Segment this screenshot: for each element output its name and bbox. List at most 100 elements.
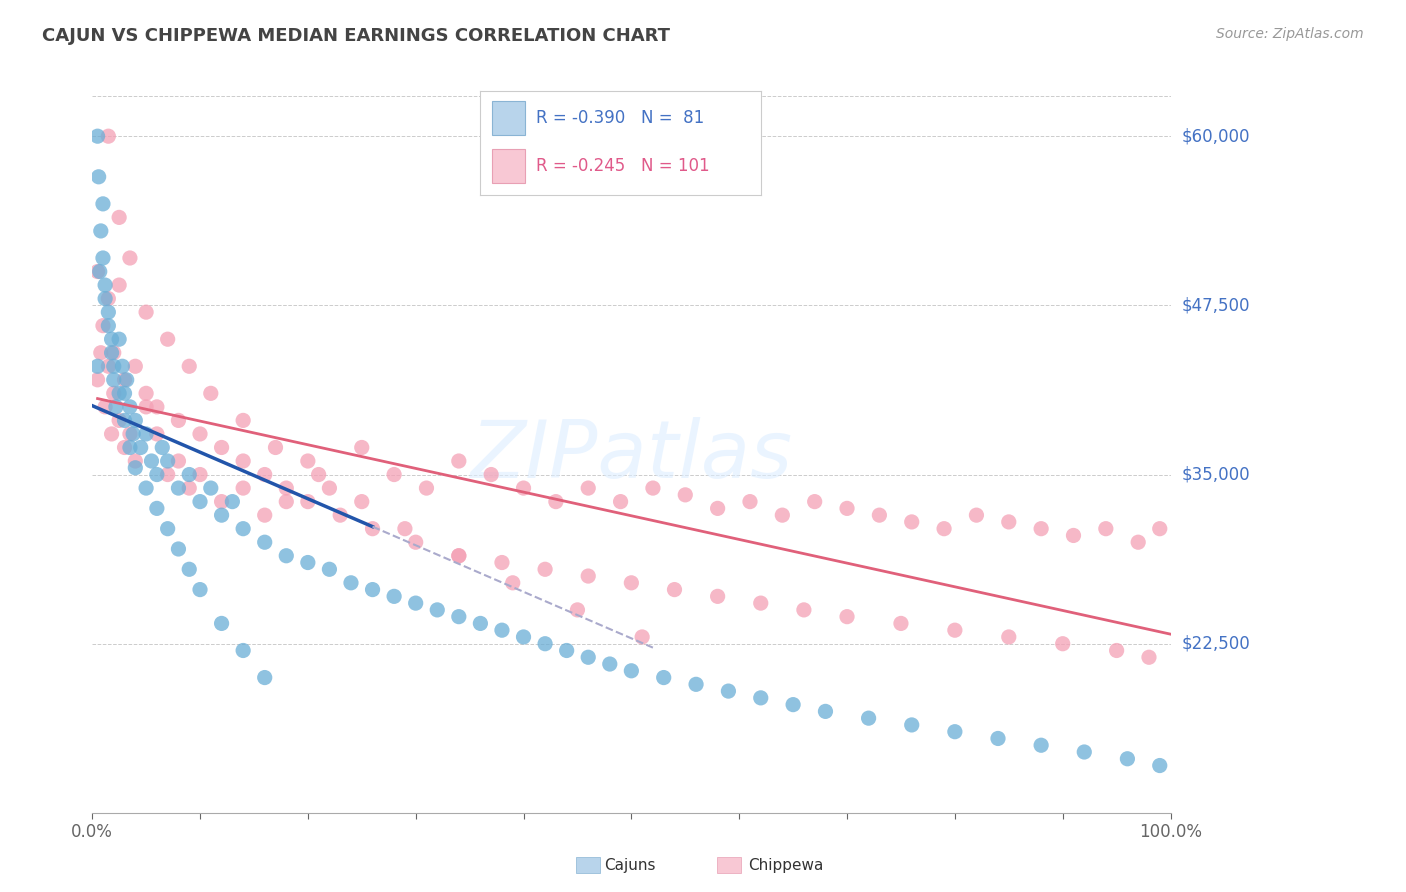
Point [179,359,201,374]
Point [997,515,1019,529]
Point [631,630,654,644]
Point [803,494,825,508]
Point [297,494,319,508]
Point [361,582,384,597]
Point [868,508,890,523]
Point [749,690,772,705]
Point [738,494,761,508]
Point [167,413,190,427]
Point [89,264,111,278]
Point [415,481,437,495]
Point [221,494,243,508]
Point [858,711,880,725]
Point [87,169,110,184]
Point [1149,522,1171,536]
Point [156,522,179,536]
Point [124,413,146,427]
Point [115,373,138,387]
Point [135,386,157,401]
Point [150,441,173,455]
Point [1137,650,1160,665]
Point [146,501,169,516]
Point [770,508,793,523]
Text: Chippewa: Chippewa [748,858,824,872]
Point [100,332,122,346]
Point [276,549,298,563]
Point [94,278,117,293]
Point [200,481,222,495]
Point [114,441,136,455]
Point [1149,758,1171,772]
Point [641,481,664,495]
Point [135,305,157,319]
Point [512,481,534,495]
Point [211,494,233,508]
Point [900,718,922,732]
Point [997,630,1019,644]
Point [576,481,599,495]
Point [90,224,112,238]
Point [318,481,340,495]
Point [297,454,319,468]
Point [118,426,141,441]
Point [179,467,201,482]
Point [146,400,169,414]
Point [706,501,728,516]
Point [965,508,987,523]
Point [361,522,384,536]
Point [318,562,340,576]
Point [211,508,233,523]
Point [179,481,201,495]
Point [276,494,298,508]
Text: ZIPatlas: ZIPatlas [470,417,793,494]
Point [108,278,131,293]
Point [156,454,179,468]
Point [1029,738,1052,752]
Text: CAJUN VS CHIPPEWA MEDIAN EARNINGS CORRELATION CHART: CAJUN VS CHIPPEWA MEDIAN EARNINGS CORREL… [42,27,671,45]
Point [188,467,211,482]
Point [350,441,373,455]
Point [447,549,470,563]
Point [749,596,772,610]
Point [609,494,631,508]
Point [1052,637,1074,651]
Point [576,569,599,583]
Point [86,264,108,278]
Point [264,441,287,455]
Point [135,426,157,441]
Point [141,454,163,468]
Point [297,556,319,570]
Point [555,643,578,657]
Point [987,731,1010,746]
Point [108,332,131,346]
Point [103,373,125,387]
Point [188,426,211,441]
Point [179,562,201,576]
Point [382,590,405,604]
Point [491,623,513,637]
Point [118,251,141,265]
Point [782,698,804,712]
Point [232,643,254,657]
Point [1073,745,1095,759]
Text: $60,000: $60,000 [1181,128,1250,145]
Point [103,359,125,374]
Point [253,508,276,523]
Point [1095,522,1118,536]
Point [394,522,416,536]
Point [276,481,298,495]
Point [124,359,146,374]
Point [114,373,136,387]
Point [253,671,276,685]
Point [232,454,254,468]
Point [502,575,524,590]
Point [118,400,141,414]
Point [108,211,131,225]
Text: Cajuns: Cajuns [605,858,657,872]
Point [118,441,141,455]
Point [890,616,912,631]
Point [135,400,157,414]
Point [200,386,222,401]
Point [211,441,233,455]
Point [156,467,179,482]
